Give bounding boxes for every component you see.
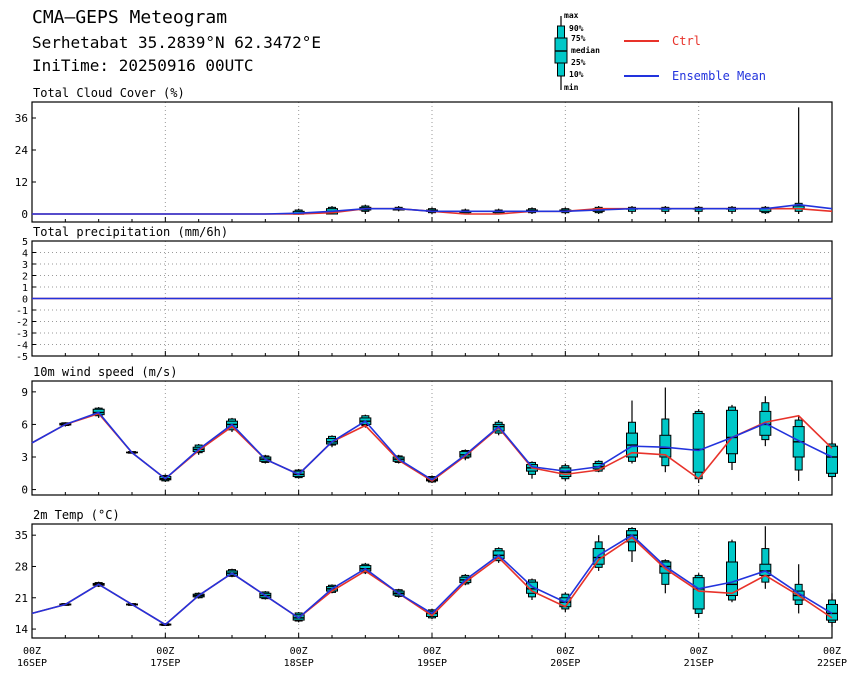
- panel-3: 10m wind speed (m/s) 0 3 6 9: [21, 365, 838, 497]
- y-tick-label: 9: [21, 386, 28, 399]
- ctrl-line: [31, 412, 833, 482]
- x-tick-label-date: 18SEP: [284, 658, 314, 669]
- ensemble-box: [726, 539, 738, 603]
- legend-ctrl-label: Ctrl: [672, 34, 701, 48]
- x-tick-label-time: 00Z: [823, 646, 841, 657]
- y-tick-label: -4: [16, 341, 28, 352]
- ensemble-box: [792, 107, 805, 214]
- ensemble-box: [792, 415, 805, 481]
- ensemble-box: [626, 206, 638, 214]
- y-tick-label: 12: [15, 176, 28, 189]
- x-tick-label-time: 00Z: [290, 646, 308, 657]
- panel-title: 10m wind speed (m/s): [33, 365, 178, 379]
- y-tick-label: 3: [22, 260, 28, 271]
- y-tick-label: 36: [15, 112, 28, 125]
- panel-4: 2m Temp (°C) 14 21 28 35: [15, 508, 838, 639]
- y-tick-label: 2: [22, 272, 28, 283]
- ensemble-mean-line: [32, 203, 833, 215]
- y-tick-label: 0: [21, 208, 28, 221]
- box-25-75: [726, 409, 738, 455]
- y-tick-label: 28: [15, 560, 28, 573]
- panel-2: Total precipitation (mm/6h) -5-4-3-2-1012…: [16, 225, 833, 363]
- ensemble-box: [826, 593, 838, 627]
- x-tick-label-date: 19SEP: [417, 658, 447, 669]
- legend-box-label: min: [564, 82, 579, 92]
- y-tick-label: 4: [22, 249, 28, 260]
- legend-box-label: 25%: [571, 58, 586, 67]
- y-tick-label: 5: [22, 237, 28, 248]
- x-tick-label-time: 00Z: [156, 646, 174, 657]
- y-tick-label: -2: [16, 318, 28, 329]
- ensemble-box: [826, 441, 838, 479]
- legend-box-label: 75%: [571, 34, 586, 43]
- panel-title: Total Cloud Cover (%): [33, 86, 185, 100]
- y-tick-label: 3: [21, 451, 28, 464]
- ensemble-mean-line: [31, 411, 833, 481]
- legend-mean-label: Ensemble Mean: [672, 69, 766, 83]
- box-25-75: [726, 561, 738, 597]
- box-25-75: [659, 434, 672, 458]
- x-tick-label-time: 00Z: [690, 646, 708, 657]
- x-tick-label-time: 00Z: [423, 646, 441, 657]
- legend-box-label: median: [571, 45, 600, 55]
- ensemble-box: [659, 206, 672, 214]
- panel-title: Total precipitation (mm/6h): [33, 225, 228, 239]
- y-tick-label: -3: [16, 329, 28, 340]
- y-tick-label: 35: [15, 529, 28, 542]
- legend: max 90%75% median 25% 10% min Ctrl Ensemble Mea…: [554, 11, 766, 92]
- ensemble-box: [626, 527, 638, 562]
- y-tick-label: 0: [22, 295, 28, 306]
- x-tick-label-date: 21SEP: [684, 658, 714, 669]
- y-tick-label: -1: [16, 306, 28, 317]
- ensemble-box: [759, 526, 772, 589]
- x-tick-label-date: 22SEP: [817, 658, 847, 669]
- y-tick-label: 24: [15, 144, 29, 157]
- x-tick-label-time: 00Z: [556, 646, 574, 657]
- ensemble-box: [659, 387, 672, 473]
- x-tick-label-date: 16SEP: [17, 658, 47, 669]
- ensemble-box: [559, 463, 572, 481]
- box-25-75: [826, 445, 838, 474]
- ensemble-box: [759, 206, 772, 214]
- x-tick-label-date: 20SEP: [550, 658, 580, 669]
- ensemble-box: [692, 573, 705, 618]
- y-tick-label: -5: [16, 352, 28, 363]
- box-25-75: [692, 413, 705, 473]
- box-25-75: [659, 561, 672, 574]
- panel-1: Total Cloud Cover (%) 0 12 24 36: [15, 86, 833, 223]
- legend-box-label: 10%: [569, 70, 584, 79]
- y-tick-label: 0: [21, 484, 28, 497]
- y-tick-label: 6: [21, 418, 28, 431]
- chart-title: CMA—GEPS Meteogram: [32, 7, 228, 28]
- box-25-75: [526, 581, 538, 594]
- y-tick-label: 14: [15, 623, 29, 636]
- legend-box-label: 90%: [569, 24, 584, 33]
- ensemble-box: [692, 409, 705, 484]
- x-tick-label-time: 00Z: [23, 646, 41, 657]
- panel-title: 2m Temp (°C): [33, 508, 120, 522]
- init-time-label: IniTime: 20250916 00UTC: [32, 56, 254, 75]
- location-label: Serhetabat 35.2839°N 62.3472°E: [32, 33, 321, 52]
- legend-box-label: max: [564, 11, 579, 20]
- box-25-75: [692, 577, 705, 610]
- x-tick-label-date: 17SEP: [150, 658, 180, 669]
- ensemble-box: [726, 206, 738, 214]
- box-25-75: [826, 603, 838, 621]
- ensemble-box: [726, 404, 738, 471]
- ensemble-mean-line: [31, 534, 833, 626]
- y-tick-label: 1: [22, 283, 28, 294]
- y-tick-label: 21: [15, 592, 28, 605]
- ensemble-box: [792, 564, 805, 614]
- ensemble-box: [692, 206, 705, 214]
- box-25-75: [626, 530, 638, 543]
